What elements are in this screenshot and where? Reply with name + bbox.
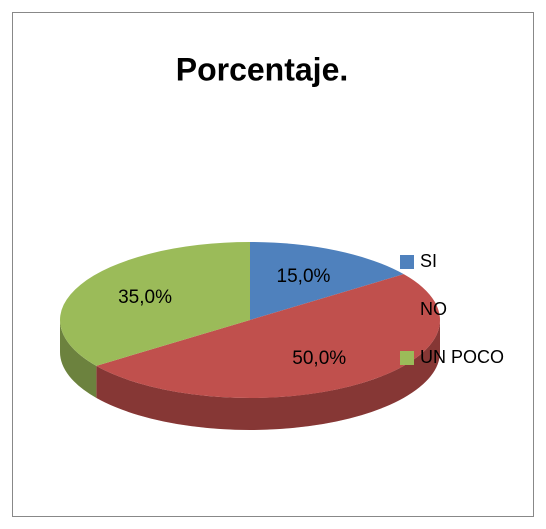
data-label: 35,0% [118,287,172,308]
legend-swatch [400,303,414,317]
side-shade [96,320,440,430]
legend-label: UN POCO [420,347,504,367]
data-label: 15,0% [277,266,331,287]
side-shade [60,320,97,398]
pie-slice [59,242,251,366]
legend-swatch [400,255,414,269]
legend-label: NO [420,299,447,319]
pie-side [96,320,440,430]
legend-swatch [400,351,414,365]
legend-label: SI [420,251,437,271]
pie-slice [250,242,404,320]
pie-slice [96,274,440,399]
chart-title: Porcentaje. [176,51,349,87]
data-label: 50,0% [292,348,346,369]
pie-side [60,320,97,398]
